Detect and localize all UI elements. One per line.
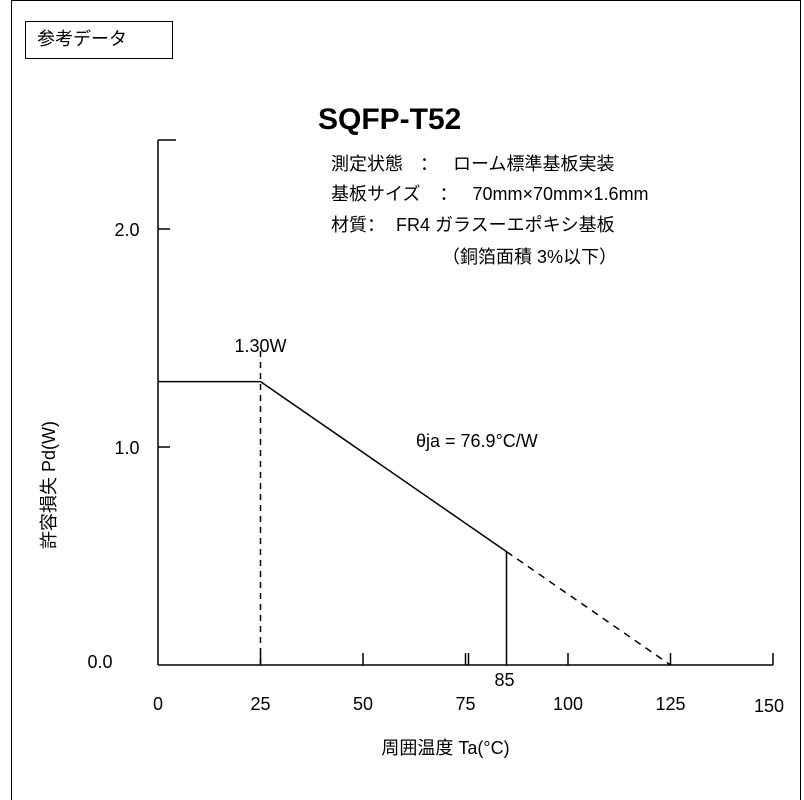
condition-row-3: 材質： FR4 ガラスーエポキシ基板 [331, 211, 615, 237]
x-tick-label: 100 [553, 694, 583, 714]
condition-label: 基板サイズ [331, 184, 421, 204]
condition-row-1: 測定状態 ： ローム標準基板実装 [331, 150, 615, 176]
power-label: 1.30W [234, 336, 286, 356]
x-tick-label: 0 [153, 694, 163, 714]
y-tick-label: 1.0 [114, 438, 139, 458]
x-tick-label: 25 [250, 694, 270, 714]
condition-label: 測定状態 [331, 154, 403, 174]
y-axis-label: 許容損失 Pd(W) [39, 421, 59, 549]
condition-separator: ： [439, 184, 458, 204]
x-axis-label: 周囲温度 Ta(°C) [381, 738, 509, 758]
x-tick-label: 125 [655, 694, 685, 714]
x-tick-label: 150 [754, 696, 784, 716]
condition-separator: ： [420, 154, 439, 174]
x-tick-label: 75 [455, 694, 475, 714]
condition-note: （銅箔面積 3%以下） [442, 247, 618, 267]
chart-title: SQFP-T52 [318, 103, 462, 136]
derating-curve [158, 380, 507, 553]
condition-label: 材質： [331, 215, 385, 235]
derating-curve-extrapolated [506, 551, 671, 666]
y-tick-label: 2.0 [114, 220, 139, 240]
x-tick-label: 50 [353, 694, 373, 714]
theta-label: θja = 76.9°C/W [416, 431, 538, 451]
reference-data-label: 参考データ [25, 21, 173, 59]
derating-label: 85 [494, 670, 514, 690]
condition-value: 70mm×70mm×1.6mm [472, 184, 649, 204]
condition-row-2: 基板サイズ ： 70mm×70mm×1.6mm [331, 180, 649, 206]
condition-value: FR4 ガラスーエポキシ基板 [396, 215, 615, 235]
condition-value: ローム標準基板実装 [453, 154, 615, 174]
figure-frame [11, 0, 801, 800]
y-tick-label: 0.0 [87, 652, 112, 672]
